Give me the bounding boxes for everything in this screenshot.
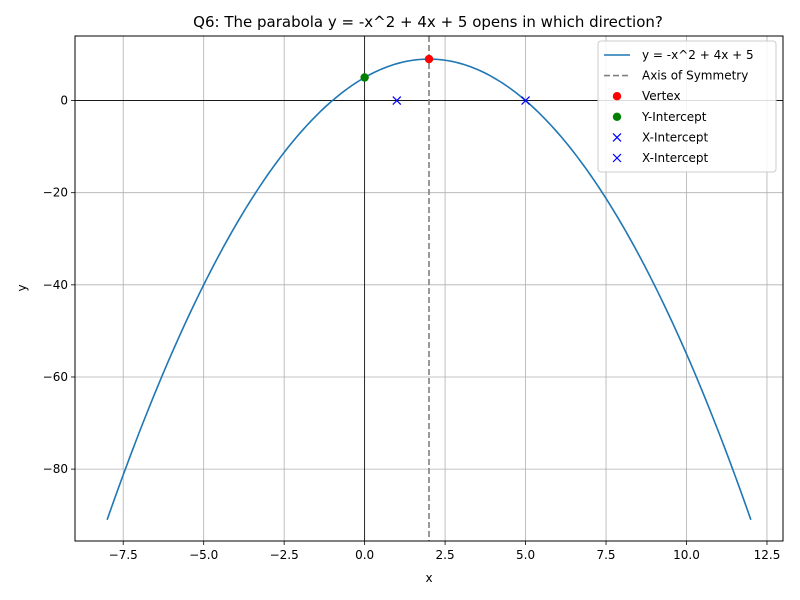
vertex-marker (424, 54, 434, 64)
y-axis-label: y (15, 284, 29, 291)
y-tick-label: −20 (43, 186, 68, 200)
legend-label-point: X-Intercept (642, 151, 708, 165)
legend-label-axis: Axis of Symmetry (642, 69, 748, 83)
legend-swatch-point (612, 153, 622, 163)
legend-swatch-point (612, 112, 622, 122)
legend-items: y = -x^2 + 4x + 5 Axis of Symmetry Vertex Y… (604, 48, 754, 165)
y-tick-label: −80 (43, 462, 68, 476)
x-tick-label: 7.5 (596, 548, 615, 562)
y-axis-ticks: −80 −60 −40 −20 0 (43, 94, 75, 476)
legend: y = -x^2 + 4x + 5 Axis of Symmetry Vertex Y… (597, 40, 777, 173)
legend-label-point: Y-Intercept (641, 110, 707, 124)
x-axis-ticks: −7.5 −5.0 −2.5 0.0 2.5 5.0 7.5 10.0 12.5 (109, 541, 781, 562)
x-intercept-marker-stroke (521, 96, 530, 105)
x-tick-label: 5.0 (516, 548, 535, 562)
legend-box (597, 40, 777, 173)
legend-label-point: X-Intercept (642, 130, 708, 144)
x-intercept-marker-stroke (392, 96, 402, 105)
marker-layer (360, 54, 530, 105)
x-tick-label: 10.0 (673, 548, 700, 562)
y-tick-label: −60 (43, 370, 68, 384)
y-tick-label: −40 (43, 278, 68, 292)
legend-swatch-point-stroke (612, 153, 622, 163)
x-tick-label: −7.5 (109, 548, 138, 562)
y-intercept-marker (360, 73, 369, 82)
legend-swatch-point-stroke (612, 132, 622, 142)
plot-frame (74, 35, 784, 542)
legend-label-curve: y = -x^2 + 4x + 5 (642, 48, 754, 62)
x-tick-label: 12.5 (754, 548, 781, 562)
x-intercept-marker (521, 96, 530, 105)
x-axis-label: x (425, 571, 432, 585)
chart-title: Q6: The parabola y = -x^2 + 4x + 5 opens… (193, 13, 663, 31)
x-tick-label: −2.5 (270, 548, 299, 562)
legend-label-point: Vertex (642, 89, 681, 103)
legend-swatch-point (612, 92, 622, 101)
x-tick-label: −5.0 (189, 548, 218, 562)
x-intercept-marker (392, 96, 402, 105)
x-tick-label: 2.5 (436, 548, 455, 562)
x-tick-label: 0.0 (355, 548, 374, 562)
y-tick-label: 0 (60, 94, 68, 108)
legend-swatch-point (612, 132, 622, 142)
